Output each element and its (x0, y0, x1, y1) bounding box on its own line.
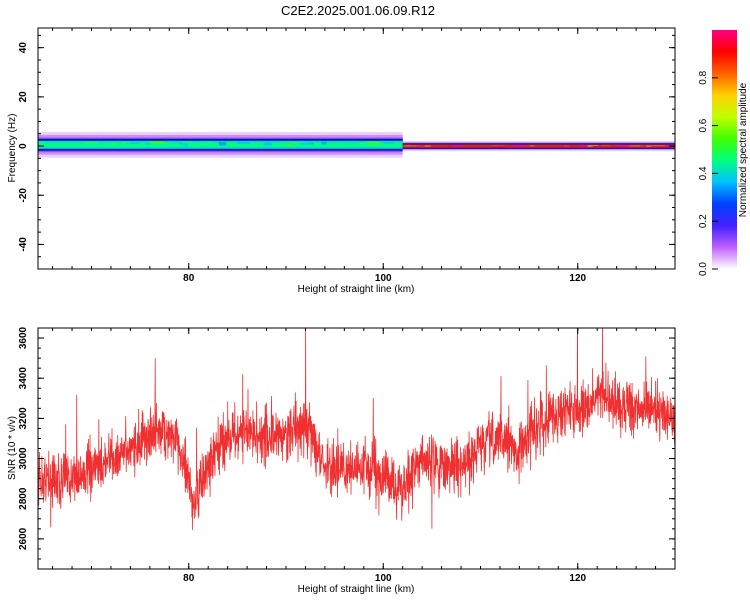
band-texture (646, 145, 652, 147)
band-texture (298, 141, 303, 144)
spectrogram-ticks: 80 100 120 40 20 0 -20 -40 (18, 28, 676, 284)
colorbar-tick-label: 0.0 (698, 262, 709, 276)
band-texture (456, 144, 463, 147)
band-texture (597, 144, 610, 146)
band-texture (236, 141, 251, 145)
colorbar-tick-label: 0.8 (698, 70, 709, 84)
band-texture (403, 145, 412, 147)
y-tick-label: 3200 (18, 407, 29, 430)
spectrogram-band (38, 132, 675, 158)
y-tick-label: 3000 (18, 447, 29, 470)
band-texture (569, 145, 582, 147)
band-texture (265, 141, 270, 145)
band-texture (283, 142, 297, 145)
band-texture (84, 141, 98, 144)
x-tick-label: 100 (375, 273, 392, 284)
band-texture (651, 144, 665, 147)
y-tick-label: 0 (18, 143, 29, 149)
band-texture (112, 142, 118, 146)
spectrogram-panel: 80 100 120 40 20 0 -20 -40 Height of straight l… (7, 27, 676, 295)
band-texture (510, 145, 520, 147)
band-texture (492, 144, 505, 147)
colorbar-tick-label: 0.2 (698, 214, 709, 228)
colorbar-tick-label: 0.4 (698, 166, 709, 180)
band-texture (629, 145, 641, 147)
snr-ylabel: SNR (10 * v/v) (7, 416, 18, 480)
snr-xlabel: Height of straight line (km) (298, 584, 415, 595)
band-texture (218, 141, 227, 145)
y-tick-label: 3600 (18, 326, 29, 349)
y-tick-label: -20 (18, 188, 29, 203)
band-texture (587, 145, 593, 147)
spectrogram-frame (37, 27, 676, 270)
band-texture (300, 142, 312, 145)
band-texture (149, 141, 164, 144)
band-texture (168, 142, 180, 146)
band-texture (447, 145, 455, 148)
x-tick-label: 120 (569, 273, 586, 284)
y-tick-label: 2600 (18, 527, 29, 550)
colorbar-gradient (712, 30, 737, 269)
band-texture (452, 144, 459, 147)
snr-ticks: 80 100 120 3600 3400 3200 3000 2800 2600 (18, 326, 676, 584)
x-tick-label: 80 (183, 573, 195, 584)
band-texture (410, 145, 421, 147)
y-tick-label: 2800 (18, 487, 29, 510)
band-texture (365, 142, 377, 145)
colorbar: 0.0 0.2 0.4 0.6 0.8 Normalized spectral ampl… (698, 30, 749, 276)
figure-title: C2E2.2025.001.06.09.R12 (281, 3, 435, 18)
snr-panel: 80 100 120 3600 3400 3200 3000 2800 2600 Height … (7, 326, 676, 595)
band-texture (183, 143, 188, 147)
band-texture (292, 142, 298, 144)
band-texture (126, 141, 140, 144)
band-texture (97, 142, 104, 145)
band-texture (578, 144, 590, 147)
x-tick-label: 100 (375, 573, 392, 584)
colorbar-label: Normalized spectral amplitude (738, 82, 749, 217)
y-tick-label: 3400 (18, 367, 29, 390)
band-texture (201, 141, 212, 145)
colorbar-tick-label: 0.6 (698, 118, 709, 132)
spectrogram-xlabel: Height of straight line (km) (298, 284, 415, 295)
band-texture (321, 141, 327, 145)
band-texture (497, 145, 505, 148)
band-segment-1-layer-5 (402, 145, 675, 147)
band-texture (529, 145, 535, 147)
band-texture (309, 142, 314, 145)
band-texture (228, 142, 240, 146)
colorbar-ticks: 0.0 0.2 0.4 0.6 0.8 (698, 70, 718, 276)
band-texture (38, 142, 45, 145)
band-texture (182, 141, 193, 144)
snr-series-line (38, 328, 675, 531)
y-tick-label: -40 (18, 237, 29, 252)
band-texture (418, 145, 431, 148)
band-texture (515, 144, 527, 147)
x-tick-label: 120 (569, 573, 586, 584)
band-texture (122, 142, 131, 144)
band-texture (383, 142, 395, 144)
band-texture (345, 141, 359, 145)
spectrogram-ylabel: Frequency (Hz) (7, 114, 18, 183)
band-texture (356, 143, 366, 145)
band-texture (588, 144, 599, 146)
band-texture (416, 144, 425, 147)
y-tick-label: 40 (18, 42, 29, 54)
x-tick-label: 80 (183, 273, 195, 284)
band-texture (144, 142, 151, 146)
band-texture (615, 145, 629, 147)
band-texture (663, 145, 673, 148)
band-texture (197, 143, 208, 146)
y-tick-label: 20 (18, 91, 29, 103)
